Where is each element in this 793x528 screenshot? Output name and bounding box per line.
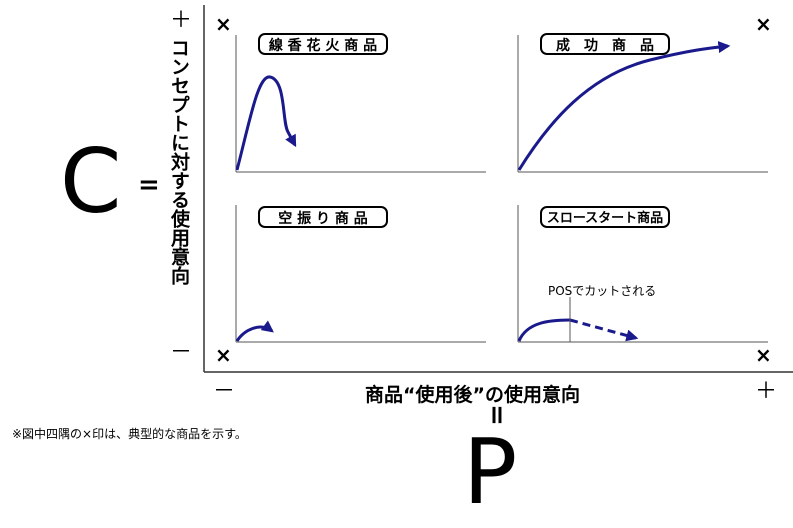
quadrant-label-slow-start: スロースタート商品: [540, 206, 670, 228]
corner-mark-bottom-left: ×: [215, 343, 232, 367]
quadrant-label-firework: 線 香 花 火 商 品: [258, 33, 388, 55]
p-axis-minus: －: [213, 379, 236, 404]
p-axis-plus: ＋: [755, 379, 778, 404]
slow-start-dashed-curve: [569, 318, 639, 342]
c-axis-minus: －: [170, 340, 193, 365]
corner-mark-top-right: ×: [755, 12, 772, 36]
p-letter: P: [463, 420, 518, 525]
c-axis-plus: ＋: [170, 8, 193, 33]
quadrant-axes: [235, 35, 768, 343]
success-curve: [517, 41, 731, 171]
c-equals: =: [138, 170, 160, 200]
quadrant-label-miss: 空 振 り 商 品: [258, 206, 388, 228]
slow-start-curve: [517, 318, 571, 342]
quadrant-label-success: 成 功 商 品: [540, 33, 670, 55]
corner-mark-bottom-right: ×: [755, 343, 772, 367]
c-axis-label: コンセプトに対する使用意向: [168, 38, 190, 285]
pos-cut-annotation: POSでカットされる: [548, 284, 657, 298]
c-letter: C: [60, 130, 122, 233]
firework-curve: [235, 75, 297, 171]
corner-mark-top-left: ×: [215, 12, 232, 36]
footnote: ※図中四隅の×印は、典型的な商品を示す。: [12, 427, 247, 441]
p-axis-label: 商品“使用後”の使用意向: [365, 384, 580, 406]
miss-curve: [235, 320, 274, 342]
